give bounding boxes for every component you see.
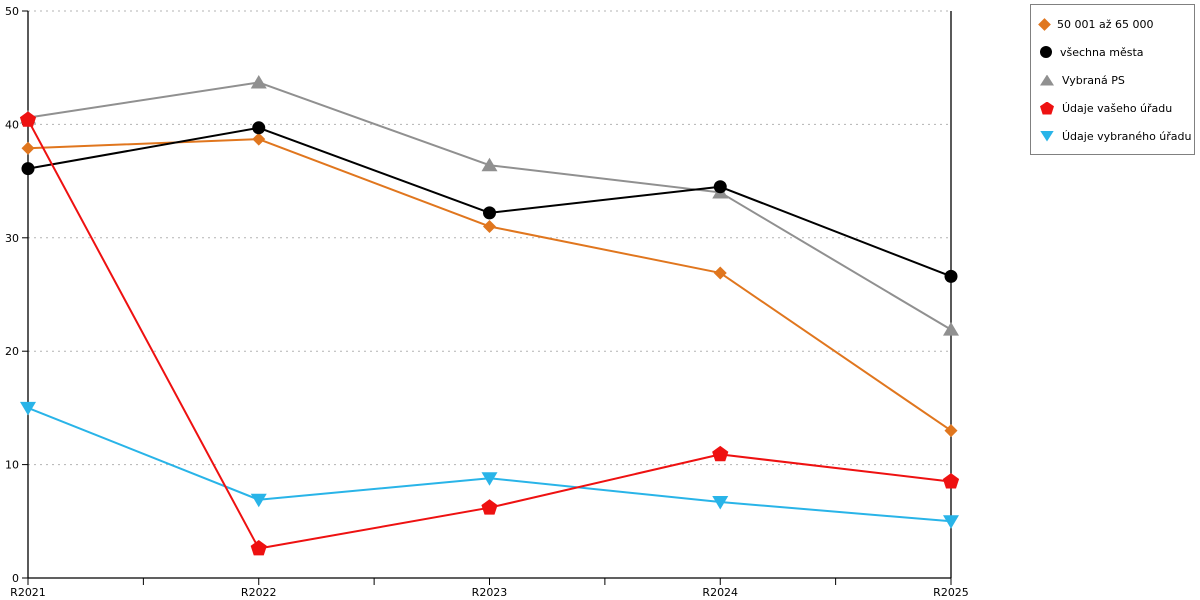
legend-item: Údaje vašeho úřadu [1031, 94, 1194, 122]
data-point-marker [944, 424, 958, 438]
x-tick-label: R2021 [10, 586, 46, 599]
data-point-marker [250, 540, 267, 556]
data-point-marker [250, 493, 267, 508]
data-point-marker [943, 515, 959, 529]
data-point-marker [712, 496, 729, 510]
data-point-marker [21, 162, 35, 176]
y-tick-label: 50 [5, 5, 19, 18]
data-point-marker [944, 269, 958, 283]
legend-item: Údaje vybraného úřadu [1031, 122, 1194, 150]
legend-item: Vybraná PS [1031, 66, 1194, 94]
data-point-marker [252, 121, 266, 135]
y-tick-label: 30 [5, 232, 19, 245]
legend-label: Údaje vašeho úřadu [1062, 101, 1173, 115]
data-point-marker [483, 206, 496, 220]
legend: 50 001 až 65 000 všechna města Vybraná P… [1030, 4, 1195, 155]
data-point-marker [20, 401, 36, 416]
y-tick-label: 40 [5, 118, 19, 131]
data-point-marker [943, 322, 959, 336]
legend-label: všechna města [1060, 45, 1144, 59]
y-tick-label: 0 [12, 572, 19, 585]
circle-marker-icon [1040, 46, 1052, 58]
series-line-2 [27, 126, 952, 278]
legend-label: 50 001 až 65 000 [1057, 17, 1154, 31]
y-tick-label: 10 [5, 459, 19, 472]
data-point-marker [481, 499, 498, 515]
legend-item: 50 001 až 65 000 [1031, 10, 1194, 38]
diamond-marker-icon [1038, 17, 1051, 31]
triangle-up-marker-icon [1040, 74, 1054, 86]
x-tick-label: R2022 [241, 586, 277, 599]
data-point-marker [481, 157, 498, 172]
series-line-3 [27, 81, 952, 331]
data-point-marker [712, 445, 729, 462]
data-point-marker [713, 266, 727, 280]
x-tick-label: R2025 [933, 586, 969, 599]
y-tick-label: 20 [5, 345, 19, 358]
data-point-marker [483, 219, 496, 233]
pentagon-marker-icon [1040, 101, 1054, 115]
data-point-marker [942, 473, 960, 489]
legend-label: Vybraná PS [1062, 73, 1125, 87]
data-point-marker [21, 141, 35, 155]
data-point-marker [19, 111, 37, 127]
data-point-marker [481, 472, 498, 486]
data-point-marker [250, 74, 267, 89]
data-point-marker [252, 132, 266, 146]
data-point-marker [713, 180, 727, 194]
triangle-down-marker-icon [1040, 130, 1054, 142]
series-line-1 [27, 138, 952, 432]
x-tick-label: R2024 [702, 586, 738, 599]
x-tick-label: R2023 [472, 586, 508, 599]
legend-item: všechna města [1031, 38, 1194, 66]
legend-label: Údaje vybraného úřadu [1062, 129, 1192, 143]
